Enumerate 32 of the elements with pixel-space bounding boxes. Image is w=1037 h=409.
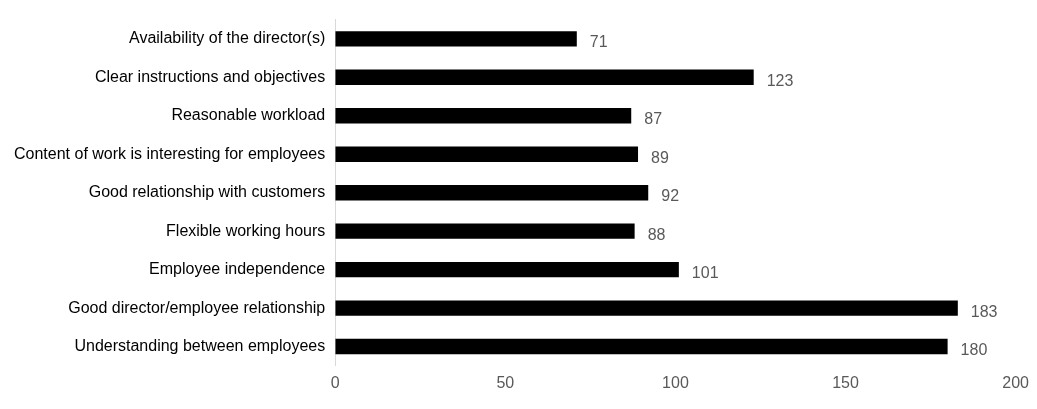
y-tick-label: Employee independence <box>149 260 326 278</box>
y-tick-label: Good relationship with customers <box>88 183 326 201</box>
bar <box>335 31 577 47</box>
y-tick-label: Availability of the director(s) <box>129 29 326 47</box>
bar <box>335 69 754 85</box>
y-tick-label: Good director/employee relationship <box>68 298 326 316</box>
x-tick-label: 0 <box>330 373 340 391</box>
bar <box>335 146 639 162</box>
data-label: 92 <box>661 187 680 205</box>
bar <box>335 300 958 316</box>
x-tick-label: 150 <box>832 373 859 391</box>
x-tick-label: 100 <box>662 373 689 391</box>
data-label: 89 <box>651 148 669 166</box>
bar <box>335 185 649 201</box>
data-label: 183 <box>970 302 998 320</box>
data-label: 101 <box>691 264 719 282</box>
bar <box>335 223 635 239</box>
bar <box>335 108 632 124</box>
bar <box>335 261 679 278</box>
x-tick-label: 50 <box>496 373 515 391</box>
data-label: 123 <box>766 71 794 89</box>
y-tick-label: Understanding between employees <box>74 336 326 354</box>
y-tick-label: Content of work is interesting for employees <box>13 144 326 162</box>
data-label: 180 <box>960 340 988 358</box>
y-tick-label: Flexible working hours <box>166 221 326 239</box>
bar <box>335 338 948 355</box>
x-tick-label: 200 <box>1002 373 1030 391</box>
data-label: 87 <box>644 110 663 128</box>
data-label: 71 <box>589 33 608 51</box>
y-tick-label: Reasonable workload <box>171 106 326 124</box>
y-tick-label: Clear instructions and objectives <box>94 67 326 85</box>
data-label: 88 <box>647 225 666 243</box>
